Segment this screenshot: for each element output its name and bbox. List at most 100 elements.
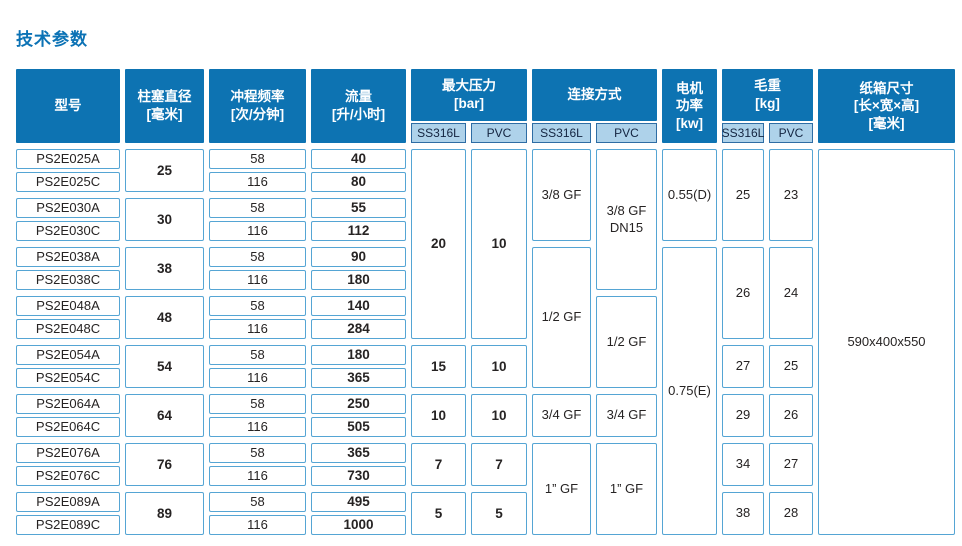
model-cell: PS2E076C xyxy=(16,466,120,486)
connection-ss-cell: 3/4 GF xyxy=(532,394,591,437)
header-flow: 流量 [升/小时] xyxy=(311,69,406,143)
subheader-weight-ss316l: SS316L xyxy=(722,123,764,143)
connection-pvc-cell: 3/8 GF DN15 xyxy=(596,149,657,290)
flow-cell: 112 xyxy=(311,221,406,241)
model-cell: PS2E064C xyxy=(16,417,120,437)
flow-cell: 180 xyxy=(311,270,406,290)
pressure-pvc-cell: 10 xyxy=(471,394,527,437)
weight-ss-cell: 26 xyxy=(722,247,764,339)
diameter-cell: 89 xyxy=(125,492,204,535)
subheader-connection-ss316l: SS316L xyxy=(532,123,591,143)
page-title: 技术参数 xyxy=(16,30,88,49)
pressure-ss-cell: 15 xyxy=(411,345,466,388)
connection-ss-cell: 1/2 GF xyxy=(532,247,591,388)
pressure-pvc-cell: 10 xyxy=(471,149,527,339)
diameter-cell: 30 xyxy=(125,198,204,241)
header-pressure: 最大压力 [bar] xyxy=(411,69,527,121)
frequency-cell: 58 xyxy=(209,492,306,512)
frequency-cell: 58 xyxy=(209,247,306,267)
header-frequency: 冲程频率 [次/分钟] xyxy=(209,69,306,143)
flow-cell: 80 xyxy=(311,172,406,192)
carton-size-cell: 590x400x550 xyxy=(818,149,955,535)
model-cell: PS2E089C xyxy=(16,515,120,535)
pressure-ss-cell: 20 xyxy=(411,149,466,339)
model-cell: PS2E038A xyxy=(16,247,120,267)
diameter-cell: 76 xyxy=(125,443,204,486)
technical-parameters-table: 型号 柱塞直径 [毫米] 冲程频率 [次/分钟] 流量 [升/小时] 最大压力 … xyxy=(16,69,955,535)
motor-power-cell: 0.75(E) xyxy=(662,247,717,535)
frequency-cell: 58 xyxy=(209,443,306,463)
subheader-pressure-ss316l: SS316L xyxy=(411,123,466,143)
connection-ss-cell: 1” GF xyxy=(532,443,591,535)
model-cell: PS2E089A xyxy=(16,492,120,512)
flow-cell: 140 xyxy=(311,296,406,316)
header-model: 型号 xyxy=(16,69,120,143)
weight-pvc-cell: 24 xyxy=(769,247,813,339)
weight-ss-cell: 34 xyxy=(722,443,764,486)
model-cell: PS2E025A xyxy=(16,149,120,169)
flow-cell: 55 xyxy=(311,198,406,218)
frequency-cell: 116 xyxy=(209,319,306,339)
weight-pvc-cell: 28 xyxy=(769,492,813,535)
connection-ss-cell: 3/8 GF xyxy=(532,149,591,241)
weight-ss-cell: 27 xyxy=(722,345,764,388)
header-weight: 毛重 [kg] xyxy=(722,69,813,121)
model-cell: PS2E048C xyxy=(16,319,120,339)
model-cell: PS2E054A xyxy=(16,345,120,365)
diameter-cell: 38 xyxy=(125,247,204,290)
frequency-cell: 58 xyxy=(209,198,306,218)
pressure-ss-cell: 5 xyxy=(411,492,466,535)
pressure-ss-cell: 7 xyxy=(411,443,466,486)
model-cell: PS2E025C xyxy=(16,172,120,192)
weight-pvc-cell: 27 xyxy=(769,443,813,486)
header-diameter: 柱塞直径 [毫米] xyxy=(125,69,204,143)
frequency-cell: 116 xyxy=(209,515,306,535)
diameter-cell: 48 xyxy=(125,296,204,339)
flow-cell: 730 xyxy=(311,466,406,486)
weight-pvc-cell: 23 xyxy=(769,149,813,241)
model-cell: PS2E038C xyxy=(16,270,120,290)
frequency-cell: 116 xyxy=(209,466,306,486)
flow-cell: 250 xyxy=(311,394,406,414)
weight-ss-cell: 25 xyxy=(722,149,764,241)
frequency-cell: 116 xyxy=(209,221,306,241)
weight-pvc-cell: 26 xyxy=(769,394,813,437)
frequency-cell: 58 xyxy=(209,345,306,365)
pressure-pvc-cell: 5 xyxy=(471,492,527,535)
pressure-ss-cell: 10 xyxy=(411,394,466,437)
connection-pvc-cell: 3/4 GF xyxy=(596,394,657,437)
frequency-cell: 58 xyxy=(209,394,306,414)
model-cell: PS2E064A xyxy=(16,394,120,414)
model-cell: PS2E054C xyxy=(16,368,120,388)
frequency-cell: 58 xyxy=(209,296,306,316)
pressure-pvc-cell: 7 xyxy=(471,443,527,486)
frequency-cell: 116 xyxy=(209,368,306,388)
diameter-cell: 64 xyxy=(125,394,204,437)
weight-pvc-cell: 25 xyxy=(769,345,813,388)
diameter-cell: 25 xyxy=(125,149,204,192)
connection-pvc-cell: 1” GF xyxy=(596,443,657,535)
pressure-pvc-cell: 10 xyxy=(471,345,527,388)
subheader-connection-pvc: PVC xyxy=(596,123,657,143)
frequency-cell: 116 xyxy=(209,172,306,192)
weight-ss-cell: 29 xyxy=(722,394,764,437)
model-cell: PS2E030A xyxy=(16,198,120,218)
connection-pvc-cell: 1/2 GF xyxy=(596,296,657,388)
model-cell: PS2E030C xyxy=(16,221,120,241)
frequency-cell: 58 xyxy=(209,149,306,169)
subheader-pressure-pvc: PVC xyxy=(471,123,527,143)
header-motor: 电机 功率 [kw] xyxy=(662,69,717,143)
weight-ss-cell: 38 xyxy=(722,492,764,535)
flow-cell: 1000 xyxy=(311,515,406,535)
flow-cell: 505 xyxy=(311,417,406,437)
flow-cell: 495 xyxy=(311,492,406,512)
motor-power-cell: 0.55(D) xyxy=(662,149,717,241)
model-cell: PS2E076A xyxy=(16,443,120,463)
flow-cell: 180 xyxy=(311,345,406,365)
flow-cell: 365 xyxy=(311,368,406,388)
frequency-cell: 116 xyxy=(209,417,306,437)
flow-cell: 365 xyxy=(311,443,406,463)
flow-cell: 90 xyxy=(311,247,406,267)
header-connection: 连接方式 xyxy=(532,69,657,121)
